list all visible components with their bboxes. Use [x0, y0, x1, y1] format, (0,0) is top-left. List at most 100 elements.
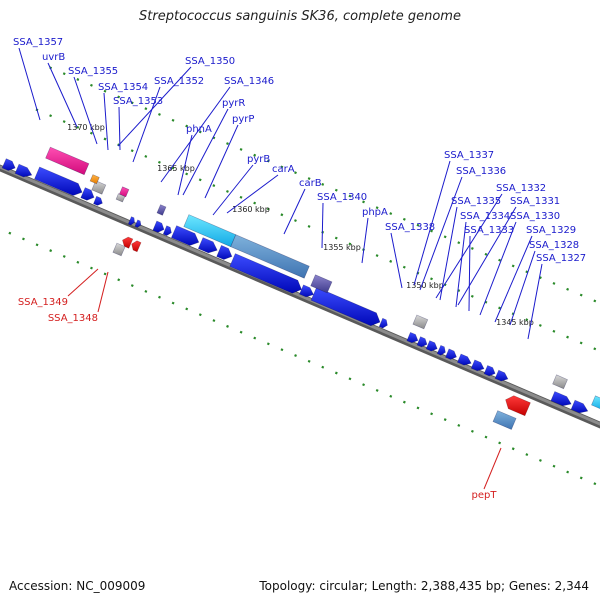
ruler-dot [402, 265, 406, 269]
ruler-dot [498, 441, 502, 445]
ruler-dot [348, 194, 352, 198]
ruler-dot [117, 278, 121, 282]
ruler-dot [144, 289, 148, 293]
ruler-dot [294, 171, 297, 175]
gene-label: SSA_1331 [510, 196, 560, 207]
ruler-dot [76, 78, 80, 81]
ruler-dot [593, 299, 597, 303]
gene-label: pyrB [247, 154, 270, 165]
ruler-dot [416, 223, 420, 227]
ruler-tick-label: 1355 kbp [323, 243, 361, 252]
ruler-dot [579, 293, 583, 297]
ruler-dot [470, 429, 474, 433]
ruler-dot [185, 307, 189, 311]
ruler-dot [266, 207, 270, 211]
ruler-dot [35, 243, 39, 247]
forward-gene [436, 345, 446, 356]
ruler-dot [375, 206, 379, 210]
ruler-dot [430, 412, 434, 416]
gene-label-leader [73, 76, 98, 145]
gene-label: carA [272, 164, 295, 175]
ruler-dot [348, 377, 352, 381]
forward-gene [229, 253, 302, 294]
ruler-dot [198, 313, 202, 317]
gene-block-steel [492, 410, 517, 430]
gene-label: SSA_1338 [385, 222, 435, 233]
gene-block-gray [91, 180, 107, 195]
ruler-dot [579, 476, 583, 480]
forward-gene [483, 365, 496, 377]
gene-label: carB [299, 178, 322, 189]
ruler-dot [212, 319, 216, 322]
ruler-dot [253, 336, 257, 340]
ruler-dot [511, 264, 515, 268]
gene-label: SSA_1354 [98, 82, 148, 93]
ruler-dot [280, 348, 284, 352]
ruler-dot [226, 324, 229, 328]
gene-block-orange [89, 174, 100, 185]
ruler-dot [362, 200, 365, 204]
ruler-dot [130, 284, 134, 288]
ruler-dot [389, 259, 393, 263]
ruler-dot [552, 464, 556, 468]
ruler-dot [171, 301, 175, 305]
ruler-dot [498, 258, 502, 262]
ruler-tick-label: 1350 kbp [406, 281, 444, 290]
forward-gene [416, 336, 428, 348]
gene-label: SSA_1340 [317, 192, 367, 203]
gene-label: SSA_1336 [456, 166, 506, 177]
gene-label: phnA [186, 124, 212, 135]
forward-gene [1, 158, 16, 171]
gene-label-leader [483, 447, 502, 490]
ruler-tick-label: 1360 kbp [232, 205, 270, 214]
ruler-dot [307, 177, 311, 181]
gene-label: pyrP [232, 114, 254, 125]
gene-label-leader [361, 217, 369, 264]
gene-label-leader [182, 108, 229, 196]
ruler-dot [103, 272, 107, 276]
gene-label-leader [177, 134, 193, 196]
forward-gene [197, 237, 218, 254]
ruler-dot [171, 118, 175, 122]
gene-label-leader [419, 176, 463, 291]
ruler-dot [49, 114, 53, 118]
genome-info-text: Topology: circular; Length: 2,388,435 bp… [259, 579, 589, 593]
ruler-dot [226, 142, 229, 146]
gene-label-leader [509, 250, 536, 326]
ruler-dot [225, 190, 229, 193]
ruler-dot [157, 160, 161, 164]
ruler-dot [321, 182, 325, 186]
ruler-dot [266, 342, 270, 346]
ruler-dot [185, 172, 189, 176]
ruler-dot [158, 295, 161, 299]
ruler-dot [103, 89, 107, 93]
ruler-dot [294, 354, 297, 357]
gene-label: SSA_1350 [185, 56, 235, 67]
ruler-dot [525, 318, 529, 322]
gene-label-leader [455, 221, 467, 308]
ruler-dot [566, 287, 570, 291]
gene-block-pink [119, 186, 130, 198]
ruler-dot [171, 166, 175, 170]
forward-gene [93, 195, 103, 206]
ruler-dot [76, 260, 80, 264]
ruler-dot [158, 113, 161, 116]
gene-label-leader [439, 206, 458, 301]
ruler-dot [334, 188, 338, 192]
gene-block-pink [45, 146, 90, 176]
gene-label-leader [117, 66, 192, 147]
gene-block-gray [112, 242, 126, 257]
gene-block-purple [310, 274, 333, 294]
forward-gene [406, 332, 419, 344]
ruler-dot [62, 255, 66, 258]
ruler-dot [470, 247, 474, 250]
ruler-dot [239, 330, 243, 334]
gene-label: SSA_1348 [48, 313, 98, 324]
forward-gene [171, 225, 200, 246]
ruler-dot [389, 212, 393, 215]
ruler-dot [579, 341, 583, 345]
forward-gene [152, 220, 165, 233]
gene-label: SSA_1353 [113, 96, 163, 107]
ruler-dot [144, 107, 148, 111]
ruler-dot [321, 365, 325, 369]
